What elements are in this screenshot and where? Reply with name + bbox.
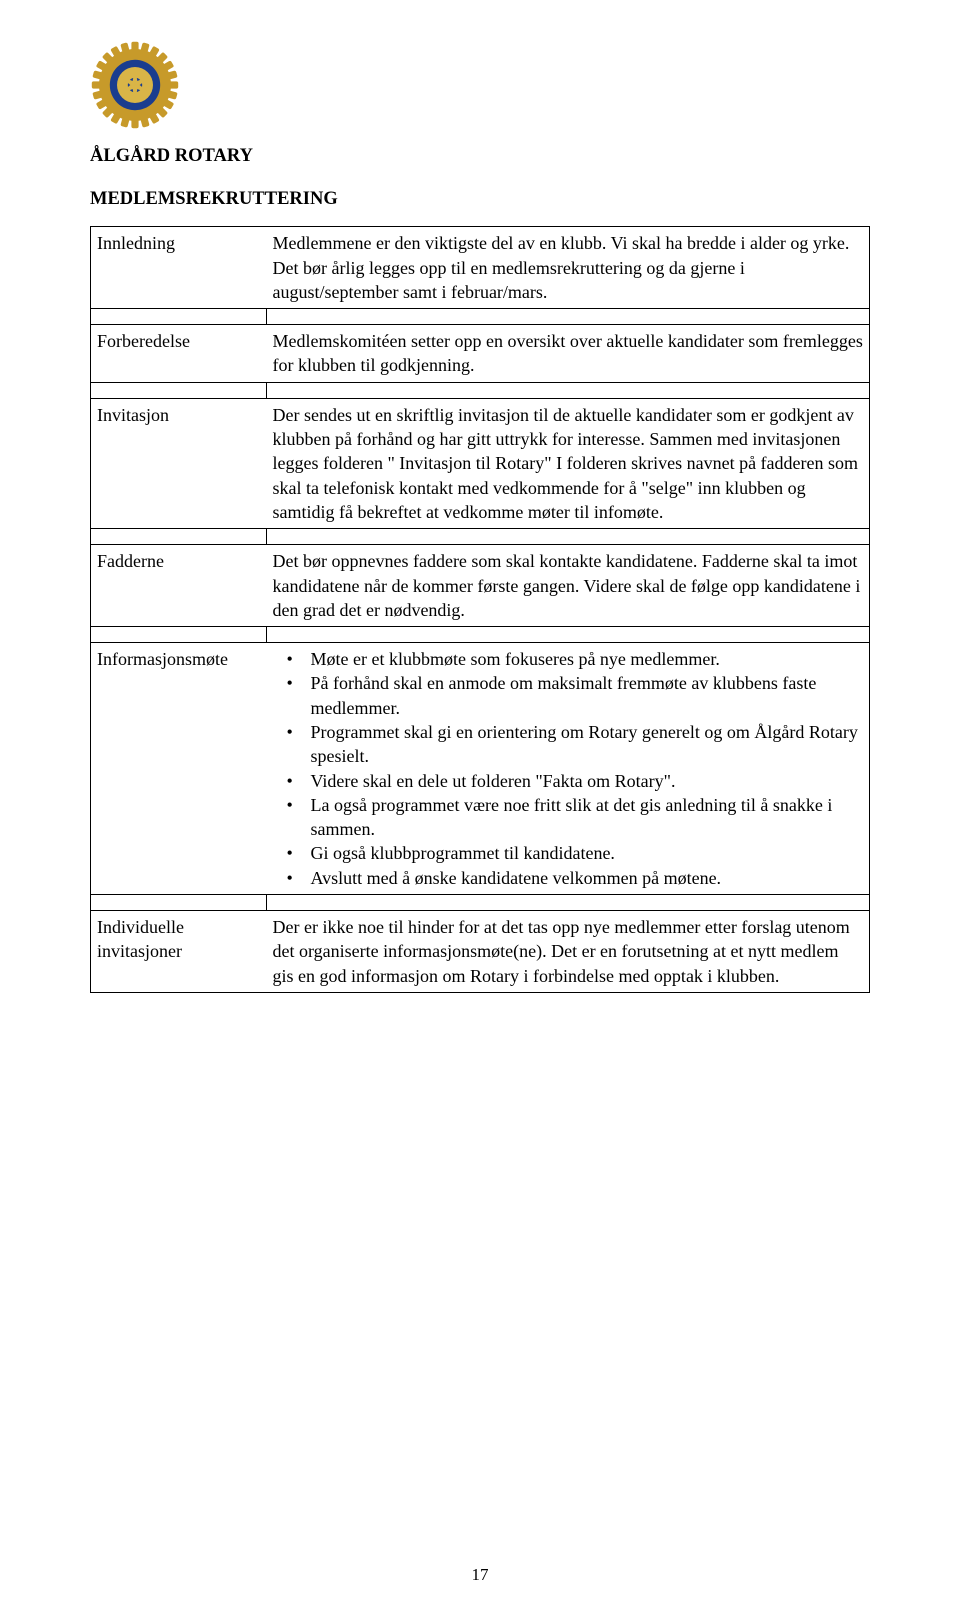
row-label: Innledning (91, 227, 267, 309)
row-content: Møte er et klubbmøte som fokuseres på ny… (267, 643, 870, 895)
list-item: På forhånd skal en anmode om maksimalt f… (273, 671, 864, 720)
row-label: Forberedelse (91, 325, 267, 383)
table-row: InformasjonsmøteMøte er et klubbmøte som… (91, 643, 870, 895)
table-row: ForberedelseMedlemskomitéen setter opp e… (91, 325, 870, 383)
page-number: 17 (0, 1564, 960, 1587)
spacer-row (91, 382, 870, 398)
row-label: Individuelle invitasjoner (91, 911, 267, 993)
row-content: Medlemskomitéen setter opp en oversikt o… (267, 325, 870, 383)
list-item: La også programmet være noe fritt slik a… (273, 793, 864, 842)
table-row: FadderneDet bør oppnevnes faddere som sk… (91, 545, 870, 627)
row-content: Der sendes ut en skriftlig invitasjon ti… (267, 398, 870, 528)
table-row: InnledningMedlemmene er den viktigste de… (91, 227, 870, 309)
row-label: Invitasjon (91, 398, 267, 528)
org-title: ÅLGÅRD ROTARY (90, 144, 870, 169)
spacer-row (91, 529, 870, 545)
spacer-row (91, 895, 870, 911)
list-item: Avslutt med å ønske kandidatene velkomme… (273, 866, 864, 890)
list-item: Gi også klubbprogrammet til kandidatene. (273, 841, 864, 865)
row-content: Der er ikke noe til hinder for at det ta… (267, 911, 870, 993)
row-content: Det bør oppnevnes faddere som skal konta… (267, 545, 870, 627)
content-table: InnledningMedlemmene er den viktigste de… (90, 226, 870, 993)
row-label: Informasjonsmøte (91, 643, 267, 895)
rotary-logo (90, 40, 870, 136)
spacer-row (91, 309, 870, 325)
section-title: MEDLEMSREKRUTTERING (90, 187, 870, 212)
bullet-list: Møte er et klubbmøte som fokuseres på ny… (273, 647, 864, 890)
list-item: Møte er et klubbmøte som fokuseres på ny… (273, 647, 864, 671)
row-content: Medlemmene er den viktigste del av en kl… (267, 227, 870, 309)
spacer-row (91, 627, 870, 643)
list-item: Videre skal en dele ut folderen "Fakta o… (273, 769, 864, 793)
row-label: Fadderne (91, 545, 267, 627)
list-item: Programmet skal gi en orientering om Rot… (273, 720, 864, 769)
table-row: InvitasjonDer sendes ut en skriftlig inv… (91, 398, 870, 528)
table-row: Individuelle invitasjonerDer er ikke noe… (91, 911, 870, 993)
